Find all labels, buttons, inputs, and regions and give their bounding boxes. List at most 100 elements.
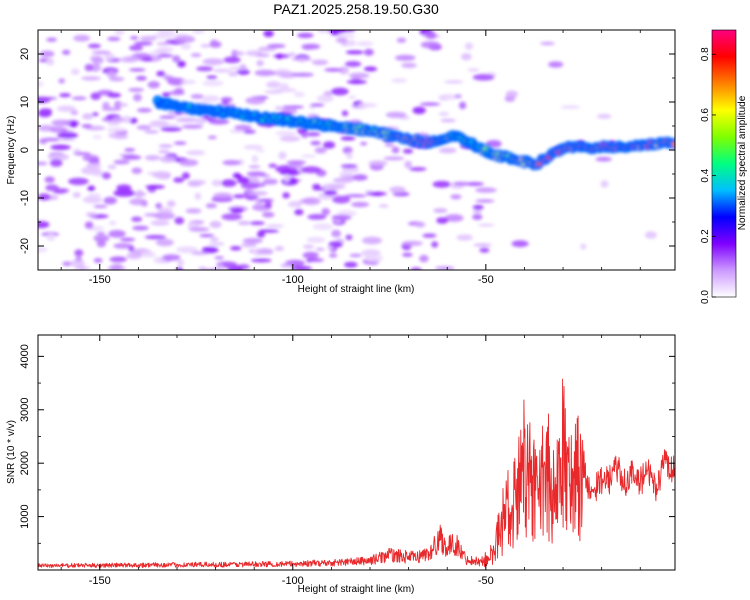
spectrogram-noise-cell (346, 79, 367, 84)
spectrogram-ridge-point (671, 142, 675, 147)
spectrogram-noise-cell (104, 53, 115, 61)
spectrogram-noise-cell (301, 134, 309, 138)
colorbar-ticks: 0.0 0.2 0.4 0.6 0.8 (700, 47, 716, 304)
spectrogram-noise-cell (175, 117, 198, 123)
spectrogram-noise-cell (402, 240, 423, 246)
spectrogram-noise-cell (136, 125, 152, 130)
spectrogram-noise-cell (45, 184, 59, 192)
spectrogram-noise-cell (597, 113, 612, 119)
spectrogram-noise-cell (186, 150, 206, 156)
spectrogram-noise-cell (297, 58, 307, 62)
spectrogram-noise-cell (312, 184, 321, 189)
spectrogram-noise-cell (450, 194, 462, 200)
spectrogram-noise-cell (274, 106, 284, 111)
spectrogram-noise-cell (383, 156, 405, 161)
spectrogram-noise-cell (39, 108, 53, 114)
spectrogram-noise-cell (120, 237, 136, 242)
spectrogram-noise-cell (292, 72, 314, 77)
spectrogram-noise-cell (90, 92, 101, 100)
spectrogram-noise-cell (228, 71, 239, 77)
spectrogram-noise-cell (479, 247, 490, 253)
spectrogram-noise-cell (436, 217, 449, 224)
spectrogram-noise-cell (307, 214, 327, 220)
spectrogram-ridge (152, 95, 675, 171)
spectrogram-noise-cell (173, 177, 185, 183)
spectrogram-noise-cell (301, 166, 322, 174)
spectrogram-noise-cell (258, 198, 274, 203)
spectrogram-noise-cell (82, 154, 100, 162)
chart-title: PAZ1.2025.258.19.50.G30 (273, 1, 439, 17)
spectrogram-noise-cell (329, 253, 338, 258)
spectrogram-noise-cell (286, 160, 307, 165)
spectrogram-noise-cell (62, 261, 73, 267)
spectrogram-noise-cell (47, 153, 69, 161)
spectrogram-noise-cell (103, 196, 118, 205)
spectrogram-noise-cell (154, 171, 167, 179)
spectrogram-noise-cell (297, 32, 314, 39)
spectrogram-noise-cell (128, 88, 145, 92)
spectrogram-noise-cell (473, 209, 482, 216)
spectrogram-noise-cell (162, 92, 171, 98)
spectrogram-noise-cell (290, 204, 297, 208)
spectrogram-noise-cell (340, 136, 356, 141)
spectrogram-noise-cell (187, 222, 200, 229)
spectrogram-noise-cell (433, 208, 448, 213)
colorbar-tick-label: 0.8 (700, 47, 711, 61)
spectrogram-noise-cell (352, 174, 368, 181)
spectrogram-noise-cell (294, 208, 304, 216)
spectrogram-noise-cell (256, 60, 264, 67)
spectrogram-noise-cell (330, 87, 349, 96)
spectrogram-noise-cell (130, 36, 139, 40)
snr-y-ticks: 1000 2000 3000 4000 (19, 344, 675, 571)
spectrogram-noise-cell (237, 176, 250, 184)
spectrogram-noise-cell (265, 224, 284, 228)
spectrogram-noise-cell (107, 36, 121, 42)
spectrogram-noise-cell (131, 167, 143, 174)
spectrogram-noise-cell (114, 30, 125, 35)
spectrogram-noise-cell (109, 76, 125, 82)
spectrogram-noise-cell (368, 160, 388, 166)
spectrogram-noise-cell (166, 200, 176, 207)
spectrogram-noise-cell (306, 132, 321, 137)
spectrogram-noise-cell (282, 192, 290, 199)
spectrogram-noise-cell (197, 266, 207, 270)
spectrogram-noise-cell (315, 247, 325, 251)
spectrogram-noise-cell (74, 249, 84, 257)
spectrogram-noise-cell (361, 236, 383, 245)
colorbar-tick-label: 0.4 (700, 168, 711, 182)
spectrogram-noise-cell (205, 203, 217, 209)
spectrogram-noise-cell (341, 110, 349, 117)
spectrogram-noise-cell (245, 96, 266, 105)
spectrogram-noise-cell (49, 126, 68, 133)
y-tick-label: 3000 (19, 398, 31, 422)
spectrogram-noise-cell (72, 192, 81, 198)
spectrogram-noise-cell (234, 124, 252, 131)
spectrogram-noise-cell (311, 59, 329, 66)
spectrogram-noise-cell (207, 135, 217, 140)
spectrogram-noise-cell (251, 258, 272, 263)
spectrogram-noise-cell (71, 68, 80, 75)
spectrogram-noise-cell (258, 46, 277, 52)
spectrogram-noise-cell (101, 172, 112, 180)
spectrogram-noise-cell (106, 127, 127, 133)
spectrogram-noise-cell (113, 189, 136, 197)
spectrogram-noise-cell (208, 242, 223, 247)
spectrogram-noise-cell (306, 236, 326, 243)
spectrogram-noise-cell (162, 254, 181, 261)
y-tick-label: 2000 (19, 451, 31, 475)
spectrogram-noise-cell (232, 51, 245, 56)
spectrogram-noise-cell (181, 124, 204, 129)
spectrogram-noise-cell (177, 60, 186, 68)
spectrogram-noise-cell (389, 186, 406, 194)
spectrogram-noise-cell (149, 120, 169, 128)
spectrogram-noise-cell (180, 43, 192, 50)
spectrogram-noise-cell (404, 160, 413, 169)
spectrogram-noise-cell (346, 152, 353, 160)
spectrogram-noise-cell (92, 135, 103, 140)
spectrogram-noise-cell (327, 245, 334, 251)
spectrogram-noise-cell (107, 92, 121, 98)
spectrogram-noise-cell (108, 220, 117, 226)
spectrogram-noise-cell (164, 75, 175, 81)
y-tick-label: -10 (19, 190, 31, 206)
spectrogram-noise-cell (116, 184, 132, 192)
